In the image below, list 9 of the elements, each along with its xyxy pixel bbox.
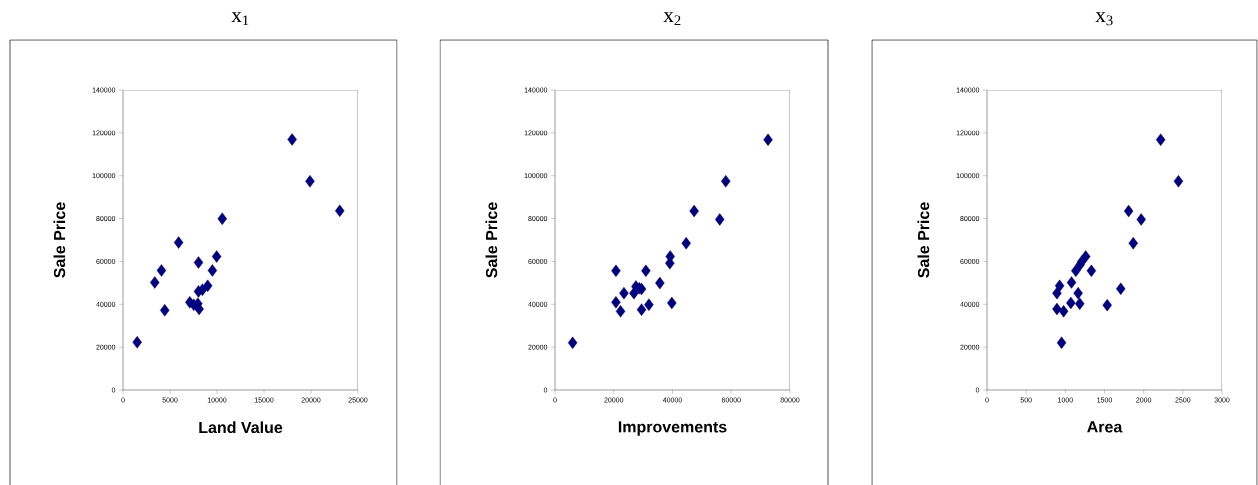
y-axis-title: Sale Price <box>485 202 498 278</box>
x-axis-title: Area <box>1087 421 1123 433</box>
y-axis-title: Sale Price <box>917 202 930 278</box>
x-axis-title: Improvements <box>618 421 727 436</box>
chart-title: x$_{2}$ <box>663 12 681 26</box>
y-axis-title: Sale Price <box>53 202 66 278</box>
chart-title: x$_{3}$ <box>1095 12 1113 26</box>
chart-title: x$_{1}$ <box>231 12 249 26</box>
x-axis-title: Land Value <box>199 421 283 434</box>
